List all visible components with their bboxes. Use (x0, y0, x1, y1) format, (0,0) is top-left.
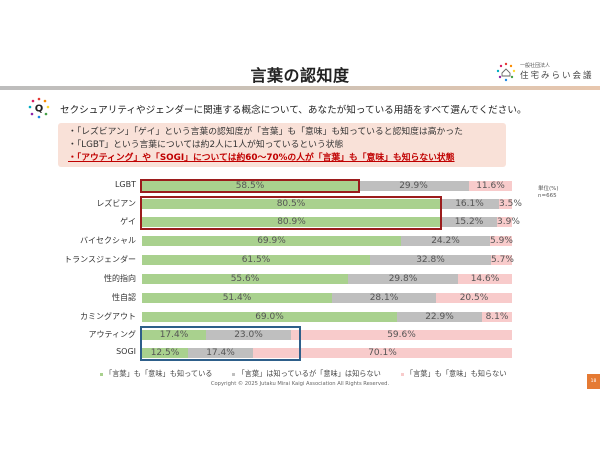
summary-box: ・「レズビアン」「ゲイ」という言葉の認知度が「言葉」も「意味」も知っていると認知… (58, 123, 506, 167)
row-label: カミングアウト (80, 312, 136, 321)
logo: 一般社団法人 住宅みらい会議 (496, 60, 600, 84)
bar-segment-word-only: 29.8% (348, 274, 458, 284)
bar-segment-know-both: 80.9% (142, 217, 441, 227)
highlight-box-outing-sogi (140, 326, 301, 361)
bar-segment-know-neither: 20.5% (436, 293, 512, 303)
bar-row: 80.5% 16.1% 3.5% (142, 199, 522, 209)
unit-label: 単位(%) (538, 186, 559, 192)
summary-point: ・「レズビアン」「ゲイ」という言葉の認知度が「言葉」も「意味」も知っていると認知… (68, 127, 463, 137)
bar-row: 69.9% 24.2% 5.9% (142, 236, 513, 246)
bar-segment-know-neither: 3.5% (499, 199, 522, 209)
row-label: ゲイ (120, 217, 136, 226)
bar-segment-word-only: 32.8% (370, 255, 491, 265)
bar-segment-word-only: 17.4% (188, 348, 253, 358)
bar-row: 12.5% 17.4% 70.1% (142, 348, 512, 358)
legend-swatch-gray (232, 372, 236, 376)
bar-segment-know-both: 69.9% (142, 236, 401, 246)
question-text: セクシュアリティやジェンダーに関連する概念について、あなたが知っている用語をすべ… (60, 105, 527, 116)
bar-row: 58.5% 29.9% 11.6% (142, 181, 512, 191)
bar-segment-know-neither: 3.9% (497, 217, 520, 227)
bar-segment-word-only: 29.9% (358, 181, 469, 191)
page-number: 18 (587, 374, 600, 389)
bar-segment-know-both: 12.5% (142, 348, 188, 358)
bar-segment-know-both: 80.5% (142, 199, 440, 209)
legend-swatch-pink (400, 372, 404, 376)
logo-subtitle: 一般社団法人 (520, 63, 551, 69)
bar-segment-know-neither: 70.1% (253, 348, 512, 358)
unit-note: 単位(%) n=665 (538, 186, 559, 200)
bar-segment-know-neither: 14.6% (458, 274, 512, 284)
bar-segment-word-only: 15.2% (441, 217, 497, 227)
bar-row: 17.4% 23.0% 59.6% (142, 330, 512, 340)
row-label: バイセクシャル (80, 236, 136, 245)
summary-point: ・「LGBT」という言葉については約2人に1人が知っているという状態 (68, 140, 344, 150)
legend-swatch-green (100, 372, 103, 376)
highlight-box-lgbt (140, 179, 360, 193)
bar-row: 69.0% 22.9% 8.1% (142, 312, 512, 322)
svg-text:Q: Q (35, 104, 44, 115)
copyright: Copyright © 2025 Jutaku Mirai Kaigi Asso… (210, 381, 390, 387)
question-icon: Q (28, 97, 50, 119)
bar-segment-know-neither: 11.6% (469, 181, 512, 191)
summary-point-emphasis: ・「アウティング」や「SOGI」については約60～70%の人が「言葉」も「意味」… (68, 153, 455, 163)
title-divider (0, 86, 600, 90)
legend-label: 「言葉」は知っているが「意味」は知らない (237, 369, 381, 378)
chart-legend: 「言葉」も「意味」も知っている 「言葉」は知っているが「意味」は知らない 「言葉… (100, 369, 520, 379)
highlight-box-lesbian-gay (140, 196, 442, 230)
row-label: トランスジェンダー (64, 255, 136, 264)
bar-segment-know-both: 51.4% (142, 293, 332, 303)
bar-segment-word-only: 28.1% (332, 293, 436, 303)
bar-segment-know-both: 17.4% (142, 330, 206, 340)
page-title: 言葉の認知度 (250, 66, 350, 85)
bar-segment-word-only: 16.1% (440, 199, 499, 209)
bar-segment-know-neither: 59.6% (291, 330, 512, 340)
logo-mark-icon (496, 62, 516, 82)
bar-segment-know-neither: 5.7% (491, 255, 514, 265)
bar-segment-know-both: 58.5% (142, 181, 358, 191)
bar-segment-word-only: 22.9% (397, 312, 482, 322)
row-label: アウティング (88, 330, 136, 339)
legend-label: 「言葉」も「意味」も知っている (105, 369, 213, 378)
row-label: LGBT (114, 180, 136, 189)
row-label: レズビアン (96, 199, 136, 208)
bar-segment-know-both: 61.5% (142, 255, 370, 265)
bar-segment-word-only: 24.2% (401, 236, 490, 246)
bar-segment-know-both: 55.6% (142, 274, 348, 284)
bar-row: 55.6% 29.8% 14.6% (142, 274, 512, 284)
logo-name: 住宅みらい会議 (520, 71, 594, 81)
bar-segment-know-neither: 8.1% (482, 312, 512, 322)
legend-label: 「言葉」も「意味」も知らない (405, 369, 507, 378)
sample-size: n=665 (538, 193, 557, 199)
legend-item: 「言葉」も「意味」も知っている (100, 369, 212, 379)
bar-row: 61.5% 32.8% 5.7% (142, 255, 514, 265)
row-label: SOGI (116, 347, 136, 356)
row-label: 性的指向 (104, 274, 136, 283)
legend-item: 「言葉」は知っているが「意味」は知らない (232, 369, 381, 379)
bar-segment-know-neither: 5.9% (490, 236, 513, 246)
bar-row: 80.9% 15.2% 3.9% (142, 217, 520, 227)
bar-segment-know-both: 69.0% (142, 312, 397, 322)
legend-item: 「言葉」も「意味」も知らない (400, 369, 507, 379)
bar-segment-word-only: 23.0% (206, 330, 291, 340)
bar-row: 51.4% 28.1% 20.5% (142, 293, 512, 303)
row-label: 性自認 (112, 293, 136, 302)
